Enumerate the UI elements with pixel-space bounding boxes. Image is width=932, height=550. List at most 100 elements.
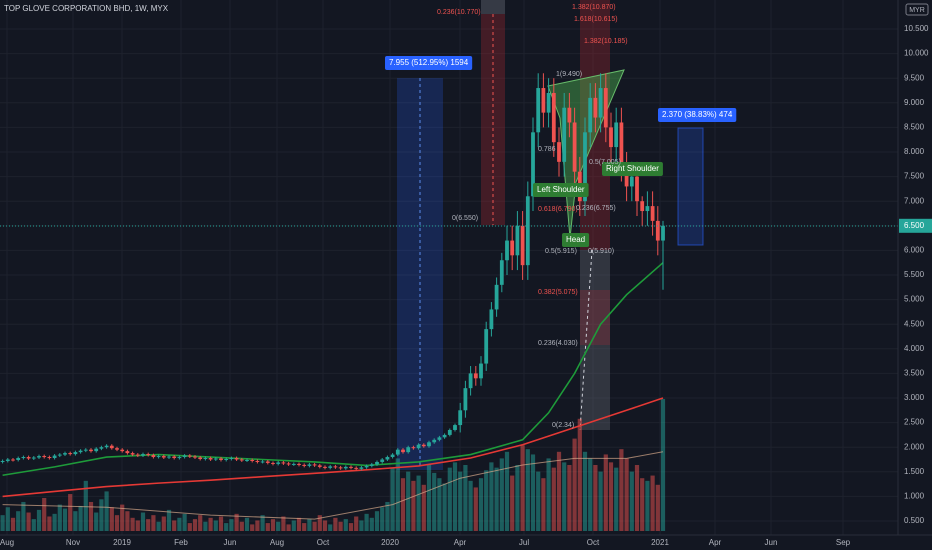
candle-body bbox=[380, 459, 385, 462]
candle-body bbox=[338, 467, 343, 469]
candle-body bbox=[291, 463, 296, 465]
volume-bar bbox=[73, 511, 78, 531]
candle-body bbox=[104, 445, 109, 448]
volume-bar bbox=[83, 480, 88, 531]
volume-bar bbox=[270, 519, 276, 531]
candle-body bbox=[193, 456, 197, 458]
candle-body bbox=[401, 449, 405, 453]
volume-bar bbox=[655, 484, 660, 531]
volume-bar bbox=[562, 462, 567, 531]
candle-body bbox=[624, 166, 629, 187]
candle-body bbox=[447, 429, 452, 435]
volume-bar bbox=[291, 520, 296, 531]
volume-bar bbox=[369, 517, 374, 531]
candle-body bbox=[458, 410, 463, 426]
candle-body bbox=[494, 284, 499, 310]
volume-bar bbox=[536, 471, 541, 531]
x-tick-label: Aug bbox=[270, 538, 284, 547]
candle-body bbox=[645, 206, 650, 212]
candle-body bbox=[421, 444, 426, 447]
volume-bar bbox=[484, 470, 489, 531]
candle-body bbox=[640, 201, 645, 212]
volume-bar bbox=[99, 499, 104, 531]
candle-body bbox=[297, 463, 301, 465]
candle-body bbox=[317, 465, 322, 467]
annotation: 0(2.34) bbox=[552, 422, 574, 429]
x-tick-label: Feb bbox=[174, 538, 188, 547]
volume-bar bbox=[546, 458, 551, 531]
candle-body bbox=[385, 457, 390, 460]
annotation-box bbox=[562, 233, 590, 247]
candle-body bbox=[203, 458, 208, 460]
candle-body bbox=[650, 206, 655, 221]
x-tick-label: Oct bbox=[587, 538, 600, 547]
volume-bar bbox=[177, 517, 182, 531]
candle-body bbox=[187, 455, 192, 457]
volume-bar bbox=[172, 520, 177, 531]
candle-body bbox=[655, 220, 660, 241]
annotation: 0.236(10.770) bbox=[437, 9, 481, 16]
volume-bar bbox=[281, 516, 286, 531]
candle-body bbox=[94, 448, 99, 452]
volume-bar bbox=[125, 511, 130, 531]
candle-body bbox=[213, 458, 218, 460]
candle-body bbox=[219, 458, 223, 460]
x-tick-label: 2019 bbox=[113, 538, 131, 547]
volume-bar bbox=[426, 465, 432, 531]
volume-bar bbox=[192, 519, 198, 531]
volume-bar bbox=[161, 516, 166, 531]
volume-bar bbox=[198, 515, 203, 531]
annotation: Head bbox=[566, 235, 585, 244]
candle-body bbox=[323, 466, 327, 468]
volume-bar bbox=[16, 511, 21, 531]
volume-bar bbox=[504, 451, 510, 531]
volume-bar bbox=[120, 504, 125, 531]
volume-bar bbox=[187, 523, 192, 531]
candle-body bbox=[271, 462, 275, 464]
candle-body bbox=[125, 451, 130, 454]
volume-bar bbox=[203, 521, 208, 531]
y-tick-label: 3.000 bbox=[904, 393, 925, 402]
y-tick-label: 10.000 bbox=[904, 49, 929, 58]
candle-body bbox=[463, 388, 468, 411]
volume-bar bbox=[489, 462, 494, 531]
candle-body bbox=[484, 329, 489, 364]
candle-body bbox=[369, 464, 374, 466]
candle-body bbox=[78, 450, 83, 453]
volume-bar bbox=[478, 478, 484, 531]
candle-body bbox=[307, 464, 312, 466]
volume-bar bbox=[473, 487, 478, 531]
volume-bar bbox=[42, 498, 47, 531]
volume-bar bbox=[166, 509, 172, 531]
volume-bar bbox=[530, 454, 536, 531]
volume-bar bbox=[463, 465, 468, 531]
candle-body bbox=[172, 456, 177, 459]
volume-bar bbox=[296, 517, 302, 531]
x-tick-label: Jul bbox=[519, 538, 529, 547]
y-tick-label: 3.500 bbox=[904, 369, 925, 378]
annotation: 0.618(6.790) bbox=[538, 206, 578, 213]
annotation: 1.618(10.615) bbox=[574, 16, 618, 23]
candle-body bbox=[167, 456, 171, 458]
y-tick-label: 4.000 bbox=[904, 344, 925, 353]
volume-bar bbox=[135, 520, 140, 531]
candle-body bbox=[525, 196, 530, 266]
x-tick-label: 2021 bbox=[651, 538, 669, 547]
candle-body bbox=[198, 457, 203, 460]
volume-bar bbox=[312, 521, 317, 531]
candle-body bbox=[63, 453, 67, 455]
x-tick-label: Sep bbox=[836, 538, 851, 547]
volume-bar bbox=[577, 418, 582, 531]
candle-body bbox=[89, 449, 93, 452]
candle-body bbox=[109, 445, 114, 449]
volume-bar bbox=[452, 462, 458, 531]
annotation-box bbox=[533, 183, 589, 197]
x-tick-label: Apr bbox=[709, 538, 722, 547]
volume-bar bbox=[582, 451, 588, 531]
y-tick-label: 9.500 bbox=[904, 73, 925, 82]
volume-bar bbox=[629, 471, 634, 531]
volume-bar bbox=[556, 451, 562, 531]
candle-body bbox=[520, 225, 525, 266]
candle-body bbox=[73, 452, 78, 455]
